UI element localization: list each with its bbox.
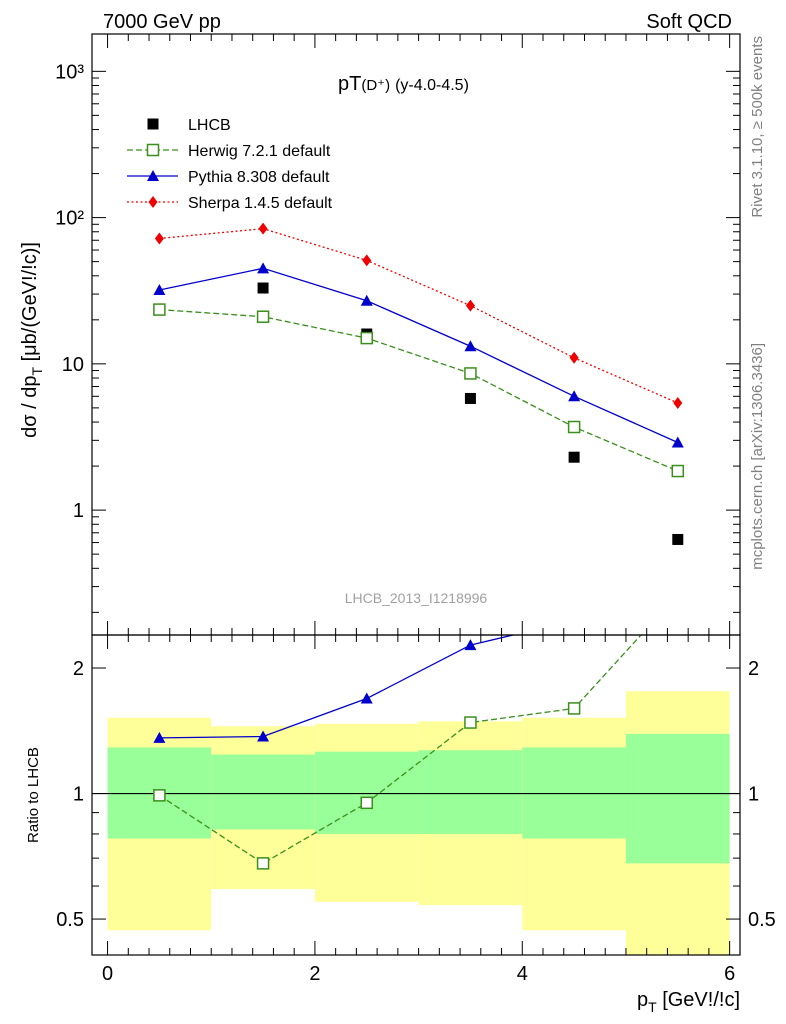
rivet-label: Rivet 3.1.10, ≥ 500k events: [749, 36, 766, 218]
main-y-tick-label: 1: [73, 500, 84, 522]
main-point-0-3: [464, 392, 476, 404]
main-y-tick-label: 10²: [55, 208, 84, 230]
ratio-y-tick-label-right: 1: [748, 784, 759, 806]
ratio-y-tick-label: 0.5: [56, 909, 84, 931]
ratio-point-0-3: [464, 716, 477, 729]
main-point-3-5: [673, 396, 683, 409]
main-point-3-1: [258, 222, 268, 235]
ratio-point-1-1: [257, 730, 270, 742]
ratio-line-1: [159, 635, 516, 739]
legend: LHCB Herwig 7.2.1 default Pythia 8.308 def…: [127, 117, 333, 212]
inner-band-1: [211, 754, 315, 830]
main-point-2-5: [671, 436, 684, 448]
ratio-y-tick-label-right: 2: [748, 658, 759, 680]
ratio-point-1-3: [464, 639, 477, 651]
ratio-y-tick-label: 2: [73, 658, 84, 680]
ratio-point-0-2: [360, 796, 374, 810]
inner-band-3: [418, 750, 523, 834]
main-point-1-1: [256, 310, 270, 323]
legend-label-1: Herwig 7.2.1 default: [188, 143, 331, 160]
main-series: [153, 222, 685, 545]
ratio-point-0-0: [153, 789, 166, 802]
header-left: 7000 GeV pp: [103, 11, 221, 33]
inner-band-2: [314, 751, 419, 834]
main-point-0-4: [568, 451, 580, 463]
x-tick-label: 0: [102, 963, 113, 985]
main-point-1-4: [567, 420, 581, 434]
ratio-point-0-4: [567, 702, 581, 715]
main-line-2: [159, 267, 679, 444]
ratio-point-1-5: [672, 511, 684, 522]
main-y-axis-label: dσ / dpT [μb/(GeV!/!c)]: [19, 242, 45, 438]
legend-marker-2: [147, 170, 159, 181]
x-tick-label: 2: [309, 963, 320, 985]
main-point-3-4: [569, 351, 579, 364]
ratio-y-ticks: 0.5 0.5 1 1 2 2: [56, 658, 776, 931]
legend-label-3: Sherpa 1.4.5 default: [188, 195, 333, 212]
main-point-1-3: [464, 367, 477, 380]
main-point-1-2: [360, 331, 374, 345]
main-point-2-4: [568, 390, 581, 402]
main-point-0-1: [257, 282, 269, 294]
main-line-3: [159, 228, 679, 404]
analysis-watermark: LHCB_2013_I1218996: [345, 590, 488, 606]
main-y-tick-label: 10: [62, 354, 84, 376]
main-point-3-2: [362, 254, 372, 267]
main-point-2-2: [360, 294, 373, 306]
legend-marker-1: [146, 143, 160, 157]
main-point-2-3: [464, 340, 477, 352]
ratio-series: [153, 511, 684, 870]
main-panel: 1 10 10² 10³: [55, 33, 741, 636]
x-ticks: 0 2 4 6: [102, 34, 735, 985]
ratio-point-0-5: [672, 589, 683, 600]
ratio-point-1-0: [153, 731, 166, 743]
header-right: Soft QCD: [646, 11, 732, 33]
main-point-1-5: [671, 464, 685, 478]
legend-entry-3: Sherpa 1.4.5 default: [127, 195, 333, 212]
legend-label-2: Pythia 8.308 default: [188, 169, 330, 186]
ratio-y-tick-label-right: 0.5: [748, 909, 776, 931]
legend-marker-0: [147, 118, 159, 130]
inner-band-5: [625, 733, 730, 864]
legend-label-0: LHCB: [188, 117, 231, 134]
main-point-3-0: [154, 232, 164, 245]
ratio-point-1-4: [568, 615, 580, 626]
mcplots-label: mcplots.cern.ch [arXiv:1306.3436]: [749, 343, 766, 570]
main-point-1-0: [153, 303, 166, 316]
main-y-ticks: 1 10 10² 10³: [55, 61, 740, 613]
ratio-point-0-1: [256, 857, 270, 870]
ratio-line-0: [159, 635, 642, 865]
x-tick-label: 4: [517, 963, 528, 985]
main-point-2-1: [257, 262, 270, 274]
main-line-1: [159, 308, 679, 472]
ratio-point-1-2: [360, 692, 373, 704]
main-plot-title: pT(D⁺) (y-4.0-4.5): [338, 73, 469, 95]
ratio-y-axis-label: Ratio to LHCB: [25, 747, 42, 843]
main-point-3-3: [465, 299, 475, 312]
legend-entry-1: Herwig 7.2.1 default: [127, 143, 331, 160]
ratio-frame: [91, 634, 741, 956]
legend-entry-0: LHCB: [147, 117, 231, 134]
main-point-2-0: [153, 283, 166, 295]
main-point-0-5: [672, 533, 684, 545]
x-axis-label: pT [GeV!/!c]: [637, 989, 740, 1015]
legend-marker-3: [148, 196, 158, 208]
main-y-tick-label: 10³: [55, 61, 84, 83]
ratio-panel: 0 2 4 6 0.5 0.5 1 1 2 2: [56, 34, 776, 985]
x-tick-label: 6: [724, 963, 735, 985]
ratio-y-tick-label: 1: [73, 784, 84, 806]
legend-entry-2: Pythia 8.308 default: [127, 169, 330, 186]
